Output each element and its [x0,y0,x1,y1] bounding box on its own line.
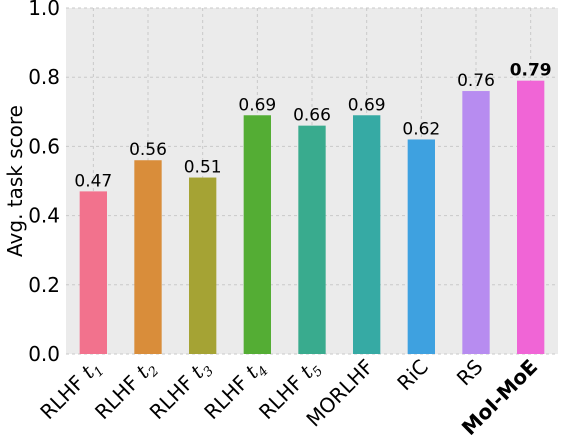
bar-value-label: 0.62 [402,119,440,139]
bar [407,139,435,354]
bar-value-label: 0.79 [510,61,552,81]
bar-value-label: 0.66 [293,106,331,126]
bar [353,115,381,354]
x-tick-label: RS [452,355,488,391]
bar [298,125,326,354]
x-tick-label: RLHF t3 [145,355,217,427]
bar [517,80,545,354]
y-tick-label: 0.4 [28,204,60,228]
y-tick-label: 0.0 [28,342,60,366]
y-tick-label: 0.2 [28,273,60,297]
bar [134,160,162,354]
x-tick-label: RLHF t4 [199,355,271,427]
bar [243,115,271,354]
y-tick-label: 1.0 [28,0,60,20]
x-tick-label: RLHF t2 [90,355,162,427]
bar-value-label: 0.47 [74,171,112,191]
bars: 0.47 0.56 0.51 0.69 0.66 0.69 0.62 0.76 0.79 [74,61,552,354]
x-tick-label: RiC [392,355,433,396]
y-tick-label: 0.6 [28,134,60,158]
bar [462,91,490,354]
y-axis-label: Avg. task score [3,105,27,257]
y-tick-label: 0.8 [28,65,60,89]
bar-value-label: 0.51 [184,158,222,178]
bar-value-label: 0.76 [457,71,495,91]
bar-value-label: 0.56 [129,140,167,160]
bar-value-label: 0.69 [238,95,276,115]
y-axis-ticks: 0.0 0.2 0.4 0.6 0.8 1.0 [28,0,60,366]
bar-value-label: 0.69 [348,95,386,115]
bar [189,177,217,354]
bar [79,191,107,354]
